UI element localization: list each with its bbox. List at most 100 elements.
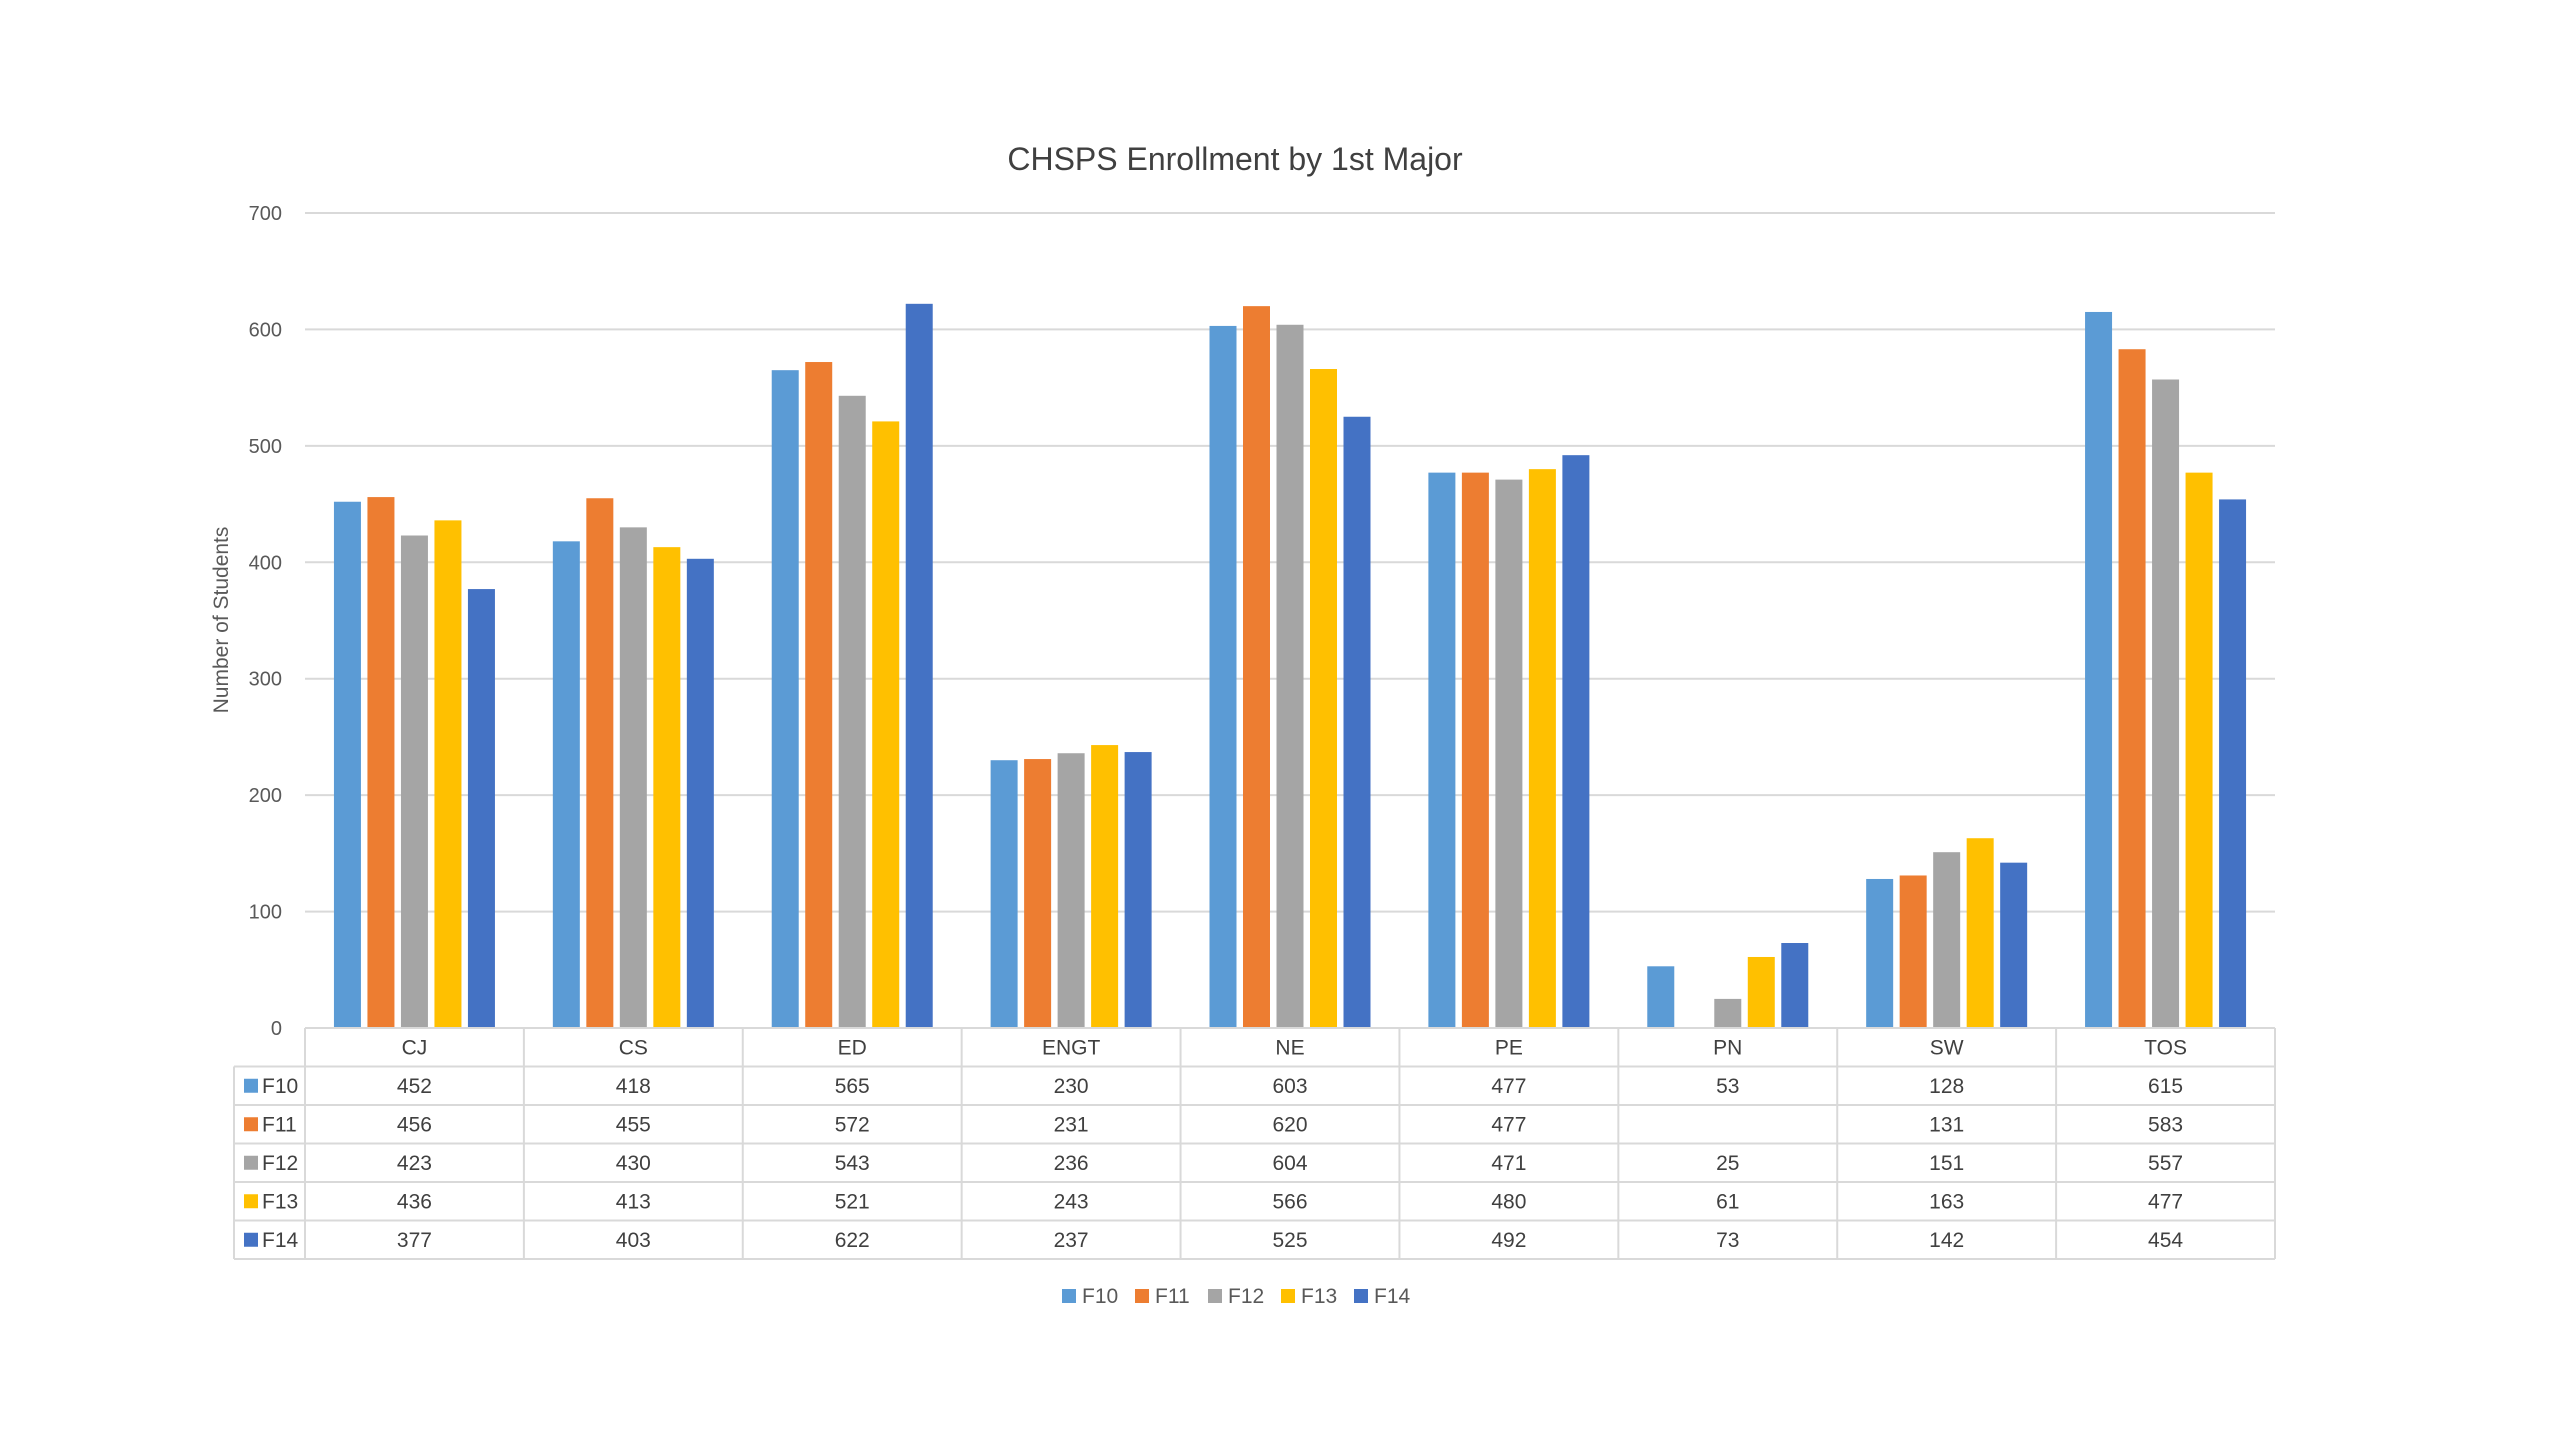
bar-f12-cj [400,535,428,1028]
table-cell-value: 583 [2148,1113,2183,1136]
table-cell-value: 557 [2148,1152,2183,1175]
bar-f13-pn [1747,956,1775,1028]
y-tick-label: 400 [249,552,282,574]
table-cell-value: 477 [2148,1190,2183,1213]
table-cell-value: 236 [1054,1152,1089,1175]
y-tick-label: 700 [249,203,282,225]
bar-f14-cj [467,589,495,1028]
x-tick-label: CJ [402,1036,428,1059]
table-cell-value: 604 [1272,1152,1307,1175]
table-series-name: F14 [262,1229,299,1252]
table-cell-value: 566 [1272,1190,1307,1213]
legend-key [1062,1289,1076,1303]
bar-f13-ne [1310,369,1337,1028]
table-cell-value: 377 [397,1229,432,1252]
table-cell-value: 620 [1272,1113,1307,1136]
x-tick-label: PE [1495,1036,1523,1059]
table-cell-value: 243 [1054,1190,1089,1213]
bar-f13-cs [653,547,681,1028]
bar-f10-pn [1647,966,1675,1028]
legend-key [1135,1289,1149,1303]
legend-key [1281,1289,1295,1303]
y-tick-label: 500 [249,436,282,458]
y-tick-label: 0 [271,1018,282,1040]
table-cell-value: 477 [1491,1113,1526,1136]
bar-f14-pe [1562,455,1590,1029]
table-cell-value: 131 [1929,1113,1964,1136]
table-cell-value: 603 [1272,1075,1307,1098]
table-cell-value: 480 [1491,1190,1526,1213]
table-cell-value: 231 [1054,1113,1089,1136]
bar-f13-cj [434,520,462,1028]
table-cell-value: 455 [616,1113,651,1136]
x-tick-label: NE [1275,1036,1304,1059]
bar-f12-engt [1057,753,1085,1028]
table-cell-value: 456 [397,1113,432,1136]
bar-f10-ed [771,370,799,1028]
bar-f14-sw [2000,862,2028,1028]
table-cell-value: 492 [1491,1229,1526,1252]
table-legend-key [244,1232,258,1247]
table-series-name: F13 [262,1190,298,1213]
bar-f10-tos [2085,311,2113,1028]
y-tick-label: 100 [249,902,282,924]
table-cell-value: 477 [1491,1075,1526,1098]
bar-f11-ed [805,362,833,1028]
bar-f11-pe [1461,472,1489,1028]
legend-label: F11 [1155,1285,1190,1308]
bar-f13-ed [872,421,900,1029]
bar-f11-cj [367,497,395,1029]
bar-f10-sw [1866,878,1894,1028]
bar-f12-ne [1276,324,1304,1028]
table-cell-value: 423 [397,1152,432,1175]
table-cell-value: 543 [835,1152,870,1175]
x-tick-label: ENGT [1042,1036,1101,1059]
bar-f10-ne [1209,325,1237,1029]
x-tick-label: TOS [2144,1036,2187,1059]
bar-f12-pe [1495,479,1523,1028]
y-axis-label: Number of Students [210,527,233,714]
bar-f14-ed [905,303,933,1028]
legend-label: F13 [1301,1285,1337,1308]
x-tick-label: ED [838,1036,867,1059]
table-cell-value: 142 [1929,1229,1964,1252]
table-cell-value: 25 [1716,1152,1739,1175]
bar-f14-cs [686,558,714,1028]
table-cell-value: 525 [1272,1229,1307,1252]
table-cell-value: 73 [1716,1229,1739,1252]
table-cell-value: 454 [2148,1229,2183,1252]
table-cell-value: 521 [835,1190,870,1213]
legend-label: F12 [1228,1285,1264,1308]
table-cell-value: 430 [616,1152,651,1175]
y-tick-label: 200 [249,785,282,807]
bar-f11-cs [586,498,614,1028]
table-series-name: F10 [262,1075,298,1098]
bar-f11-engt [1024,759,1052,1028]
chart-title: CHSPS Enrollment by 1st Major [1007,141,1463,177]
table-cell-value: 471 [1491,1152,1526,1175]
table-legend-key [244,1117,258,1132]
x-tick-label: CS [619,1036,648,1059]
bar-f10-pe [1428,472,1456,1028]
legend-label: F14 [1374,1285,1411,1308]
table-cell-value: 128 [1929,1075,1964,1098]
table-cell-value: 452 [397,1075,432,1098]
table-cell-value: 615 [2148,1075,2183,1098]
legend: F10 F11 F12 F13 F14 [1062,1285,1411,1308]
bar-f14-ne [1343,416,1371,1028]
x-tick-label: SW [1930,1036,1964,1059]
legend-key [1354,1289,1368,1303]
bar-f11-ne [1243,306,1270,1029]
table-cell-value: 572 [835,1113,870,1136]
y-axis-ticks: 0 100 200 300 400 500 600 700 [249,203,282,1040]
bar-f13-pe [1528,469,1556,1029]
bar-f10-cs [552,541,580,1028]
bar-f14-tos [2219,499,2247,1028]
bars [333,303,2247,1029]
bar-f14-pn [1781,943,1809,1028]
bar-f13-sw [1966,838,1994,1028]
bar-f12-tos [2152,379,2180,1028]
y-tick-label: 300 [249,669,282,691]
bar-f10-engt [990,760,1018,1028]
